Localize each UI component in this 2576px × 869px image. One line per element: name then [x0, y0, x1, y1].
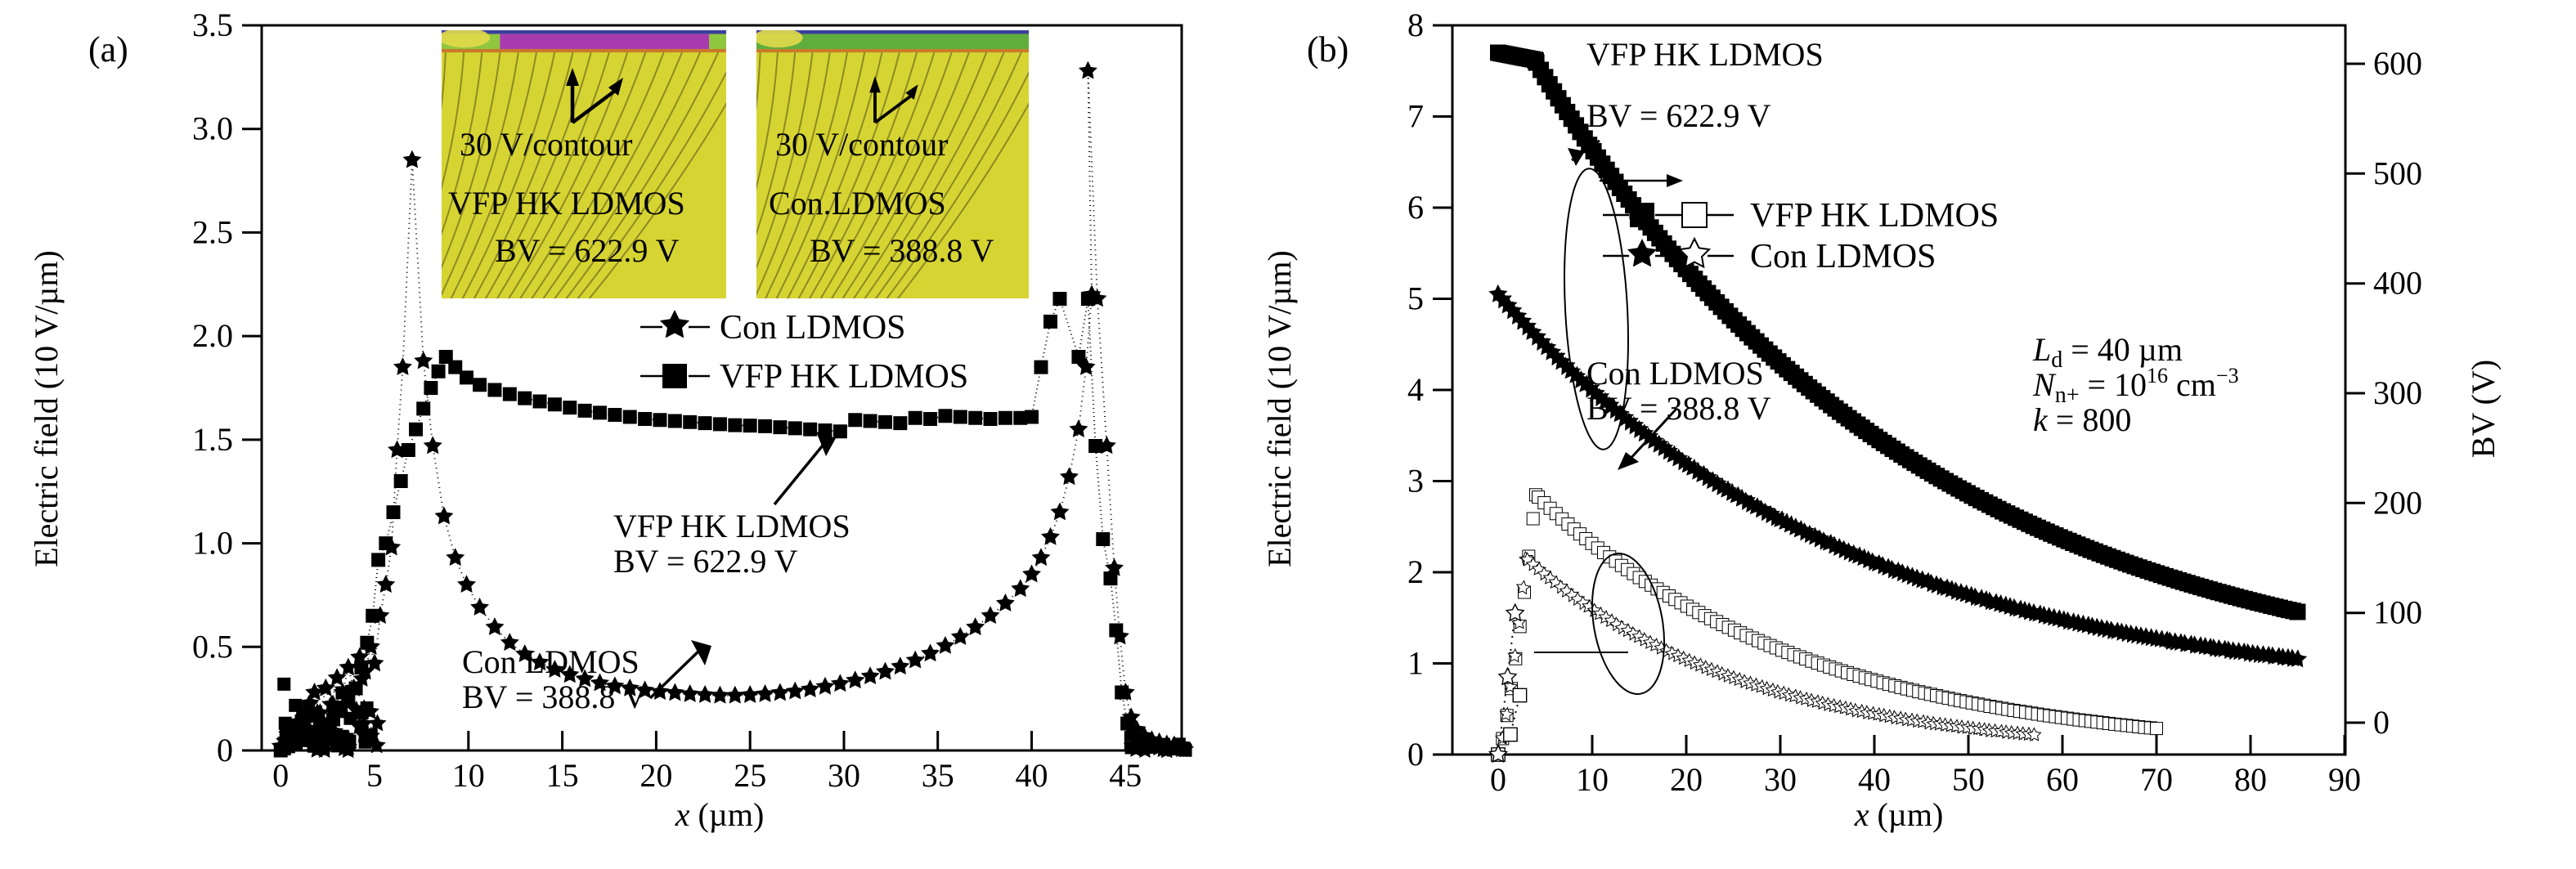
svg-text:Electric field (10 V/µm): Electric field (10 V/µm) [28, 250, 65, 567]
svg-text:0.5: 0.5 [192, 628, 233, 665]
svg-text:8: 8 [1407, 7, 1424, 43]
svg-text:BV = 388.8 V: BV = 388.8 V [462, 679, 647, 715]
svg-text:BV = 622.9 V: BV = 622.9 V [613, 543, 798, 580]
svg-text:30 V/contour: 30 V/contour [460, 126, 632, 163]
svg-text:3.0: 3.0 [192, 110, 233, 147]
svg-text:k = 800: k = 800 [2033, 401, 2131, 438]
svg-text:VFP HK LDMOS: VFP HK LDMOS [448, 185, 685, 222]
svg-text:Con LDMOS: Con LDMOS [462, 643, 640, 680]
svg-text:6: 6 [1407, 189, 1424, 226]
svg-text:2.5: 2.5 [192, 213, 233, 250]
svg-text:25: 25 [734, 757, 766, 794]
svg-text:3.5: 3.5 [192, 7, 233, 43]
svg-text:45: 45 [1109, 757, 1142, 794]
svg-text:BV = 388.8 V: BV = 388.8 V [810, 232, 994, 269]
svg-text:Con LDMOS: Con LDMOS [1750, 238, 1936, 275]
svg-text:400: 400 [2373, 265, 2422, 302]
svg-text:(a): (a) [88, 29, 128, 69]
svg-text:80: 80 [2234, 761, 2267, 798]
svg-text:2.0: 2.0 [192, 317, 233, 354]
svg-text:5: 5 [366, 757, 383, 794]
svg-text:30: 30 [828, 757, 860, 794]
svg-text:0: 0 [1490, 761, 1506, 798]
svg-text:90: 90 [2328, 761, 2361, 798]
svg-text:Electric field (10 V/µm): Electric field (10 V/µm) [1261, 250, 1298, 567]
svg-text:15: 15 [546, 757, 579, 794]
svg-text:BV = 388.8 V: BV = 388.8 V [1586, 390, 1771, 427]
svg-text:0: 0 [217, 732, 233, 768]
svg-text:1.0: 1.0 [192, 525, 233, 562]
svg-text:0: 0 [1407, 736, 1424, 773]
svg-text:Con LDMOS: Con LDMOS [1586, 355, 1764, 392]
svg-text:35: 35 [922, 757, 954, 794]
svg-text:0: 0 [2373, 704, 2390, 741]
svg-text:4: 4 [1407, 371, 1424, 408]
svg-text:70: 70 [2140, 761, 2173, 798]
svg-text:100: 100 [2373, 594, 2422, 631]
svg-text:500: 500 [2373, 155, 2422, 191]
svg-text:1.5: 1.5 [192, 421, 233, 458]
svg-text:200: 200 [2373, 484, 2422, 521]
svg-text:(b): (b) [1307, 29, 1349, 69]
svg-text:BV = 622.9 V: BV = 622.9 V [495, 232, 680, 269]
svg-text:x (µm): x (µm) [1854, 796, 1944, 833]
svg-text:Con.LDMOS: Con.LDMOS [769, 185, 946, 222]
svg-text:BV (V): BV (V) [2465, 360, 2502, 458]
svg-text:20: 20 [640, 757, 672, 794]
svg-text:40: 40 [1858, 761, 1891, 798]
svg-text:10: 10 [452, 757, 485, 794]
svg-text:0: 0 [272, 757, 289, 794]
svg-text:VFP HK LDMOS: VFP HK LDMOS [720, 358, 968, 396]
svg-text:Con LDMOS: Con LDMOS [720, 309, 906, 347]
svg-text:1: 1 [1407, 645, 1424, 682]
svg-text:10: 10 [1576, 761, 1609, 798]
svg-text:3: 3 [1407, 463, 1424, 499]
svg-text:7: 7 [1407, 98, 1424, 135]
svg-text:VFP HK LDMOS: VFP HK LDMOS [1750, 197, 1999, 235]
svg-text:20: 20 [1670, 761, 1703, 798]
svg-text:40: 40 [1016, 757, 1048, 794]
svg-text:VFP HK LDMOS: VFP HK LDMOS [613, 508, 850, 544]
svg-text:600: 600 [2373, 45, 2422, 82]
svg-text:2: 2 [1407, 553, 1424, 590]
svg-text:30 V/contour: 30 V/contour [775, 126, 948, 163]
svg-text:300: 300 [2373, 374, 2422, 411]
svg-text:60: 60 [2046, 761, 2079, 798]
svg-text:x (µm): x (µm) [675, 796, 765, 833]
svg-text:50: 50 [1952, 761, 1985, 798]
svg-text:VFP HK LDMOS: VFP HK LDMOS [1586, 36, 1824, 73]
svg-text:30: 30 [1764, 761, 1797, 798]
svg-text:BV = 622.9 V: BV = 622.9 V [1586, 97, 1771, 134]
svg-text:5: 5 [1407, 280, 1424, 317]
